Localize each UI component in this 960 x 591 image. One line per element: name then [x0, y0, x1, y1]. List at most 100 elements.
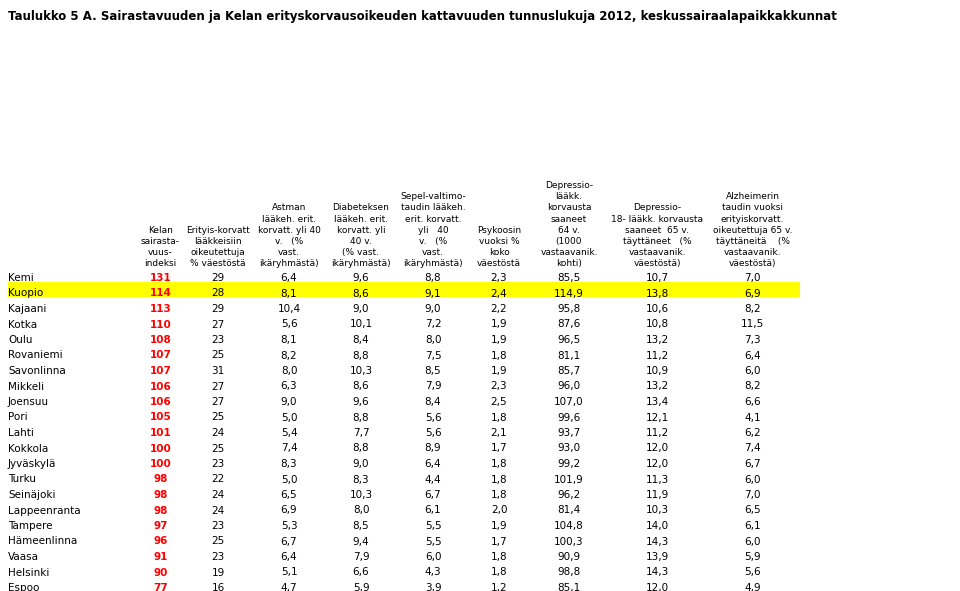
Text: 113: 113 [150, 304, 172, 314]
Text: 2,5: 2,5 [491, 397, 507, 407]
Text: 1,9: 1,9 [491, 335, 507, 345]
Text: 11,2: 11,2 [645, 428, 668, 438]
Text: 24: 24 [211, 490, 225, 500]
Text: Alzheimerin
taudin vuoksi
erityiskorvatt.
oikeutettuja 65 v.
täyttäneitä    (%
v: Alzheimerin taudin vuoksi erityiskorvatt… [712, 193, 792, 268]
Text: Tampere: Tampere [8, 521, 53, 531]
Text: 4,9: 4,9 [744, 583, 761, 591]
Text: 1,2: 1,2 [491, 583, 507, 591]
Text: 100: 100 [150, 443, 172, 453]
Text: Diabeteksen
lääkeh. erit.
korvatt. yli
40 v.
(% vast.
ikäryhmästä): Diabeteksen lääkeh. erit. korvatt. yli 4… [331, 203, 391, 268]
Text: 6,9: 6,9 [280, 505, 298, 515]
Text: 10,9: 10,9 [645, 366, 668, 376]
Text: 5,6: 5,6 [744, 567, 761, 577]
Text: 14,3: 14,3 [645, 567, 668, 577]
Text: 6,4: 6,4 [744, 350, 761, 361]
Text: 6,1: 6,1 [744, 521, 761, 531]
Text: 5,5: 5,5 [424, 537, 442, 547]
Text: 14,3: 14,3 [645, 537, 668, 547]
Text: 114,9: 114,9 [554, 288, 584, 298]
Text: 6,4: 6,4 [280, 273, 298, 283]
Text: Kajaani: Kajaani [8, 304, 46, 314]
Text: 6,7: 6,7 [424, 490, 442, 500]
Text: 9,6: 9,6 [352, 273, 370, 283]
Text: Oulu: Oulu [8, 335, 33, 345]
Text: 1,7: 1,7 [491, 443, 507, 453]
Text: 7,2: 7,2 [424, 320, 442, 330]
Text: 85,1: 85,1 [558, 583, 581, 591]
Text: 13,2: 13,2 [645, 382, 668, 391]
Text: 99,6: 99,6 [558, 413, 581, 423]
Text: Lappeenranta: Lappeenranta [8, 505, 81, 515]
Text: 31: 31 [211, 366, 225, 376]
Text: Kelan
sairasta-
vuus-
indeksi: Kelan sairasta- vuus- indeksi [141, 226, 180, 268]
Text: 1,9: 1,9 [491, 521, 507, 531]
Text: 6,1: 6,1 [424, 505, 442, 515]
Text: Depressio-
18- lääkk. korvausta
saaneet  65 v.
täyttäneet   (%
vastaavanik.
väes: Depressio- 18- lääkk. korvausta saaneet … [611, 203, 703, 268]
Text: 8,1: 8,1 [280, 288, 298, 298]
Text: 14,0: 14,0 [645, 521, 668, 531]
Text: 107: 107 [150, 350, 172, 361]
Text: 85,7: 85,7 [558, 366, 581, 376]
Text: 5,3: 5,3 [280, 521, 298, 531]
Text: 28: 28 [211, 288, 225, 298]
Text: 8,9: 8,9 [424, 443, 442, 453]
Text: 95,8: 95,8 [558, 304, 581, 314]
Text: 98,8: 98,8 [558, 567, 581, 577]
Text: 8,4: 8,4 [424, 397, 442, 407]
Text: Rovaniemi: Rovaniemi [8, 350, 62, 361]
Text: 2,0: 2,0 [491, 505, 507, 515]
Text: 9,0: 9,0 [352, 459, 370, 469]
Text: 101: 101 [150, 428, 172, 438]
Text: Espoo: Espoo [8, 583, 39, 591]
Text: Kokkola: Kokkola [8, 443, 48, 453]
Text: 13,9: 13,9 [645, 552, 668, 562]
Text: 5,0: 5,0 [280, 413, 298, 423]
Text: 1,8: 1,8 [491, 350, 507, 361]
Text: 5,1: 5,1 [280, 567, 298, 577]
Text: 81,4: 81,4 [558, 505, 581, 515]
Text: 6,9: 6,9 [744, 288, 761, 298]
Text: 6,3: 6,3 [280, 382, 298, 391]
Text: 16: 16 [211, 583, 225, 591]
Text: 7,3: 7,3 [744, 335, 761, 345]
Text: 13,4: 13,4 [645, 397, 668, 407]
Text: 10,4: 10,4 [277, 304, 300, 314]
Text: 96,0: 96,0 [558, 382, 581, 391]
Text: 9,1: 9,1 [424, 288, 442, 298]
Text: 24: 24 [211, 428, 225, 438]
Text: Kuopio: Kuopio [8, 288, 43, 298]
Text: 97: 97 [154, 521, 168, 531]
Text: 90: 90 [154, 567, 168, 577]
Text: 8,1: 8,1 [280, 335, 298, 345]
Text: 7,5: 7,5 [424, 350, 442, 361]
Text: 4,3: 4,3 [424, 567, 442, 577]
Text: Turku: Turku [8, 475, 36, 485]
Text: Jyväskylä: Jyväskylä [8, 459, 57, 469]
Text: Kemi: Kemi [8, 273, 34, 283]
Text: 8,3: 8,3 [352, 475, 370, 485]
Text: 81,1: 81,1 [558, 350, 581, 361]
Text: 1,7: 1,7 [491, 537, 507, 547]
Text: Kotka: Kotka [8, 320, 37, 330]
Text: 10,3: 10,3 [645, 505, 668, 515]
Text: 90,9: 90,9 [558, 552, 581, 562]
Text: 107,0: 107,0 [554, 397, 584, 407]
Text: 6,2: 6,2 [744, 428, 761, 438]
Text: 1,9: 1,9 [491, 320, 507, 330]
Text: 7,9: 7,9 [424, 382, 442, 391]
Text: 100,3: 100,3 [554, 537, 584, 547]
Text: 6,0: 6,0 [744, 475, 760, 485]
Text: 8,2: 8,2 [280, 350, 298, 361]
Text: 96,5: 96,5 [558, 335, 581, 345]
Text: 6,5: 6,5 [280, 490, 298, 500]
Text: Mikkeli: Mikkeli [8, 382, 44, 391]
Text: Hämeenlinna: Hämeenlinna [8, 537, 77, 547]
Text: 114: 114 [150, 288, 172, 298]
Text: 23: 23 [211, 459, 225, 469]
Text: 10,3: 10,3 [349, 366, 372, 376]
Text: 6,7: 6,7 [744, 459, 761, 469]
Text: 131: 131 [150, 273, 172, 283]
Text: 10,7: 10,7 [645, 273, 668, 283]
Text: 9,0: 9,0 [352, 304, 370, 314]
Text: 5,9: 5,9 [352, 583, 370, 591]
